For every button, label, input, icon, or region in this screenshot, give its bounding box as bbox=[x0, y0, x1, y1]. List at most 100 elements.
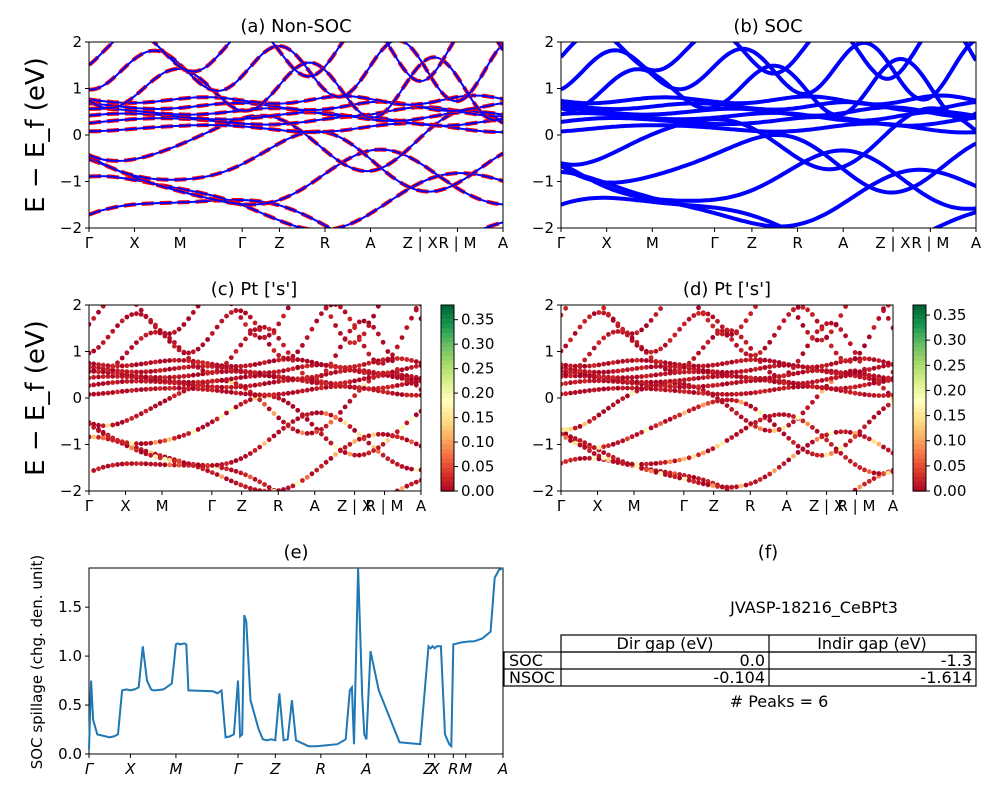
projection-point bbox=[105, 423, 111, 428]
projection-point bbox=[181, 358, 187, 363]
projection-point bbox=[743, 391, 749, 396]
projection-point bbox=[190, 349, 196, 355]
projection-point bbox=[300, 364, 305, 370]
projection-point bbox=[681, 389, 687, 394]
projection-point bbox=[610, 402, 616, 408]
projection-point bbox=[568, 434, 573, 440]
projection-point bbox=[871, 378, 877, 383]
projection-point bbox=[591, 445, 597, 450]
projection-point bbox=[862, 356, 867, 362]
projection-point bbox=[615, 359, 621, 365]
projection-point bbox=[243, 391, 248, 397]
plot-area bbox=[89, 42, 503, 228]
projection-point bbox=[356, 385, 362, 391]
projection-point bbox=[843, 385, 848, 391]
projection-point bbox=[681, 410, 687, 416]
projection-point bbox=[705, 317, 711, 323]
projection-point bbox=[629, 375, 635, 380]
projection-point bbox=[866, 478, 872, 484]
projection-point bbox=[625, 330, 630, 336]
colorbar-segment bbox=[913, 388, 926, 394]
projection-point bbox=[890, 361, 893, 367]
projection-point bbox=[587, 388, 592, 393]
projection-point bbox=[342, 383, 348, 389]
projection-point bbox=[639, 429, 644, 435]
projection-point bbox=[162, 398, 168, 404]
projection-point bbox=[247, 397, 253, 403]
colorbar-segment bbox=[441, 439, 454, 446]
projection-point bbox=[413, 479, 419, 485]
projection-point bbox=[743, 375, 749, 380]
projection-point bbox=[228, 460, 234, 465]
projection-point bbox=[371, 357, 376, 363]
projection-point bbox=[138, 441, 144, 447]
colorbar-segment bbox=[441, 486, 454, 492]
projection-point bbox=[338, 305, 343, 310]
projection-point bbox=[743, 378, 749, 384]
projection-point bbox=[866, 392, 872, 398]
projection-point bbox=[653, 423, 659, 429]
soc-dir-gap: 0.0 bbox=[740, 651, 765, 670]
projection-point bbox=[276, 369, 282, 374]
projection-point bbox=[314, 386, 320, 391]
projection-point bbox=[871, 357, 877, 363]
projection-point bbox=[757, 477, 763, 482]
projection-point bbox=[352, 428, 357, 433]
colorbar-segment bbox=[913, 444, 926, 450]
projection-point bbox=[677, 412, 682, 418]
projection-point bbox=[186, 431, 192, 436]
projection-point bbox=[214, 368, 220, 374]
projection-point bbox=[219, 465, 225, 471]
projection-point bbox=[615, 399, 621, 404]
projection-point bbox=[172, 379, 177, 384]
projection-point bbox=[738, 391, 744, 397]
projection-point bbox=[404, 437, 410, 443]
projection-point bbox=[89, 383, 92, 388]
colorbar-segment bbox=[441, 463, 454, 469]
colorbar-segment bbox=[913, 421, 926, 427]
projection-point bbox=[672, 368, 678, 374]
projection-point bbox=[224, 476, 229, 482]
projection-point bbox=[172, 374, 177, 380]
projection-point bbox=[658, 371, 663, 377]
projection-point bbox=[309, 421, 315, 427]
x-tick-label: A bbox=[782, 497, 793, 515]
projection-point bbox=[290, 353, 296, 359]
projection-point bbox=[724, 392, 730, 397]
projection-point bbox=[658, 387, 663, 392]
projection-point bbox=[838, 386, 844, 391]
projection-point bbox=[300, 343, 305, 348]
projection-point bbox=[800, 364, 806, 370]
projection-point bbox=[214, 462, 220, 468]
projection-point bbox=[276, 321, 282, 327]
projection-point bbox=[738, 369, 744, 374]
projection-point bbox=[620, 385, 626, 391]
projection-point bbox=[271, 328, 277, 333]
projection-point bbox=[748, 481, 754, 486]
projection-point bbox=[333, 369, 338, 375]
panel-e-title: (e) bbox=[283, 542, 308, 563]
projection-point bbox=[582, 388, 588, 394]
projection-point bbox=[262, 392, 267, 398]
projection-point bbox=[568, 457, 573, 463]
projection-point bbox=[167, 358, 173, 363]
projection-point bbox=[205, 337, 211, 342]
projection-point bbox=[167, 375, 173, 380]
panel-d-title: (d) Pt ['s'] bbox=[683, 279, 771, 300]
projection-point bbox=[366, 386, 372, 392]
projection-point bbox=[395, 281, 400, 286]
projection-point bbox=[209, 384, 215, 390]
projection-point bbox=[762, 413, 768, 419]
projection-point bbox=[120, 293, 125, 298]
projection-point bbox=[876, 410, 882, 416]
projection-point bbox=[644, 379, 649, 385]
projection-point bbox=[119, 389, 125, 394]
projection-point bbox=[719, 391, 725, 397]
colorbar-segment bbox=[441, 444, 454, 450]
projection-point bbox=[290, 426, 296, 432]
projection-point bbox=[134, 373, 139, 379]
projection-point bbox=[105, 380, 111, 386]
projection-point bbox=[881, 406, 886, 412]
projection-point bbox=[143, 461, 149, 467]
